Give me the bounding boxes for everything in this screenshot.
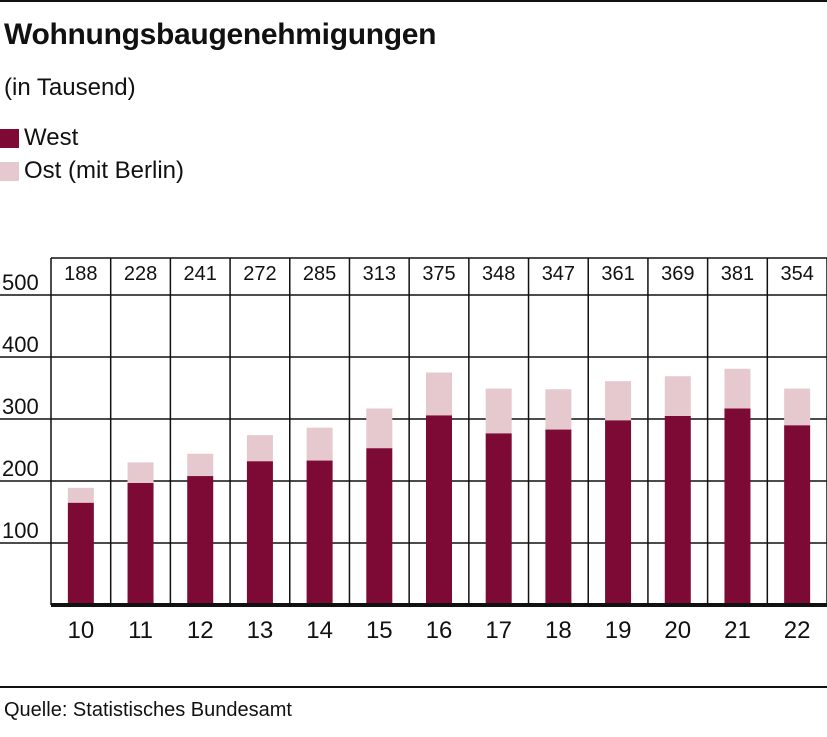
x-tick-label-10: 10	[67, 617, 94, 644]
bar-west-22	[784, 425, 811, 605]
total-label-13: 272	[243, 263, 276, 285]
bottom-rule	[0, 686, 827, 688]
legend-item-west: West	[0, 124, 78, 152]
total-label-19: 361	[601, 263, 634, 285]
bar-west-20	[664, 415, 691, 605]
bar-west-16	[426, 415, 452, 605]
x-tick-label-19: 19	[605, 617, 632, 644]
y-tick-label: 400	[2, 332, 39, 357]
bar-ost-11	[127, 462, 154, 483]
total-label-22: 354	[780, 263, 813, 285]
bar-west-10	[67, 502, 94, 605]
x-tick-label-18: 18	[545, 617, 572, 644]
bar-ost-17	[485, 388, 512, 434]
x-tick-label-13: 13	[247, 617, 274, 644]
bar-ost-10	[67, 487, 94, 503]
total-label-11: 228	[124, 263, 157, 285]
bar-west-21	[724, 408, 751, 605]
legend-swatch-west	[0, 128, 19, 148]
total-label-18: 347	[542, 263, 575, 285]
bar-west-19	[605, 420, 632, 605]
total-label-15: 313	[363, 263, 396, 285]
bar-ost-14	[306, 427, 333, 461]
x-tick-label-20: 20	[664, 617, 691, 644]
x-tick-label-22: 22	[784, 617, 811, 644]
y-tick-label: 300	[2, 394, 39, 419]
total-label-21: 381	[721, 263, 754, 285]
chart-title: Wohnungsbaugenehmigungen	[4, 18, 437, 51]
bar-ost-20	[664, 376, 691, 416]
bar-ost-21	[724, 368, 751, 409]
bar-west-18	[545, 429, 572, 605]
x-tick-label-16: 16	[426, 617, 453, 644]
bar-west-12	[187, 476, 214, 605]
bar-ost-16	[426, 372, 452, 416]
bar-west-11	[127, 482, 154, 605]
chart-subtitle: (in Tausend)	[4, 74, 136, 101]
bar-west-15	[366, 448, 393, 605]
bar-ost-12	[187, 453, 214, 477]
source-note: Quelle: Statistisches Bundesamt	[4, 699, 292, 721]
x-tick-label-15: 15	[366, 617, 393, 644]
y-tick-label: 100	[2, 518, 39, 543]
x-tick-label-21: 21	[724, 617, 751, 644]
x-tick-label-14: 14	[306, 617, 333, 644]
total-label-16: 375	[422, 263, 455, 285]
bar-ost-22	[784, 388, 811, 426]
total-label-14: 285	[303, 263, 336, 285]
total-label-10: 188	[64, 263, 97, 285]
legend-swatch-ost	[0, 161, 19, 181]
legend-label-ost: Ost (mit Berlin)	[24, 157, 185, 184]
bar-west-14	[306, 460, 333, 605]
legend-item-ost: Ost (mit Berlin)	[0, 157, 184, 185]
bar-ost-18	[545, 389, 572, 430]
y-tick-label: 200	[2, 456, 39, 481]
bar-ost-15	[366, 408, 393, 449]
x-tick-label-17: 17	[485, 617, 512, 644]
y-tick-label: 500	[2, 270, 39, 295]
total-label-17: 348	[482, 263, 515, 285]
x-tick-label-12: 12	[187, 617, 214, 644]
bar-chart: 100 200 300 400 500 188 10 228 11 241 12 272 13 285 14…	[0, 257, 827, 644]
total-label-12: 241	[184, 263, 217, 285]
bar-ost-19	[605, 381, 632, 421]
bar-west-13	[246, 461, 273, 605]
total-label-20: 369	[661, 263, 694, 285]
x-tick-label-11: 11	[128, 617, 153, 644]
legend-label-west: West	[24, 124, 79, 151]
bar-west-17	[485, 433, 512, 605]
bar-ost-13	[246, 435, 273, 462]
top-rule	[0, 0, 827, 2]
